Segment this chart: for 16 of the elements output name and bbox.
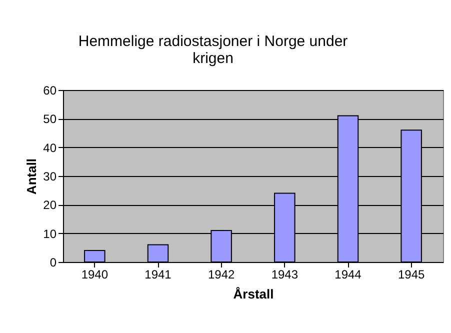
x-tick-label: 1944: [334, 268, 362, 282]
x-tick-label: 1945: [398, 268, 426, 282]
y-tick-label: 40: [43, 140, 57, 155]
x-axis-title: Årstall: [233, 286, 274, 302]
y-axis-title: Antall: [24, 158, 40, 195]
x-tick-label: 1942: [208, 268, 236, 282]
y-tick-label: 30: [43, 170, 57, 184]
y-tick-label: 10: [43, 226, 57, 241]
y-tick-label: 60: [43, 84, 57, 98]
y-tick-label: 20: [43, 198, 57, 212]
y-tick-label: 0: [50, 256, 57, 270]
y-tick-label: 50: [43, 112, 57, 126]
chart-title: Hemmelige radiostasjoner i Norge under krigen: [78, 33, 348, 67]
x-tick-label: 1940: [81, 268, 108, 282]
x-tick-label: 1943: [271, 268, 298, 282]
x-tick-label: 1941: [144, 268, 172, 282]
